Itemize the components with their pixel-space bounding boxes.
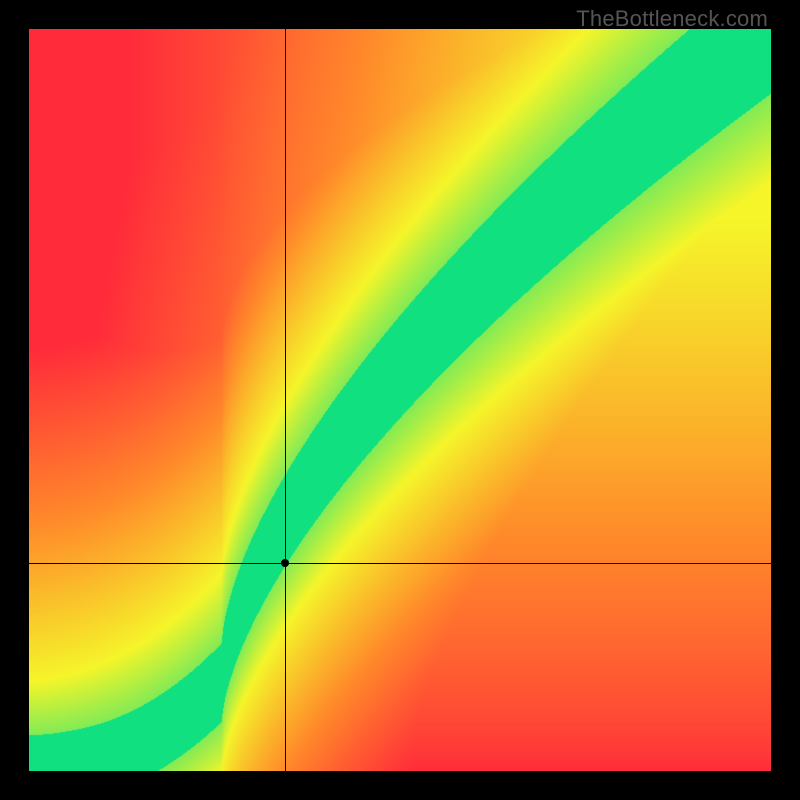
plot-point-marker — [281, 559, 289, 567]
crosshair-horizontal — [29, 563, 771, 564]
crosshair-vertical — [285, 29, 286, 771]
heatmap-plot — [29, 29, 771, 771]
heatmap-canvas — [29, 29, 771, 771]
watermark-text: TheBottleneck.com — [576, 6, 768, 32]
